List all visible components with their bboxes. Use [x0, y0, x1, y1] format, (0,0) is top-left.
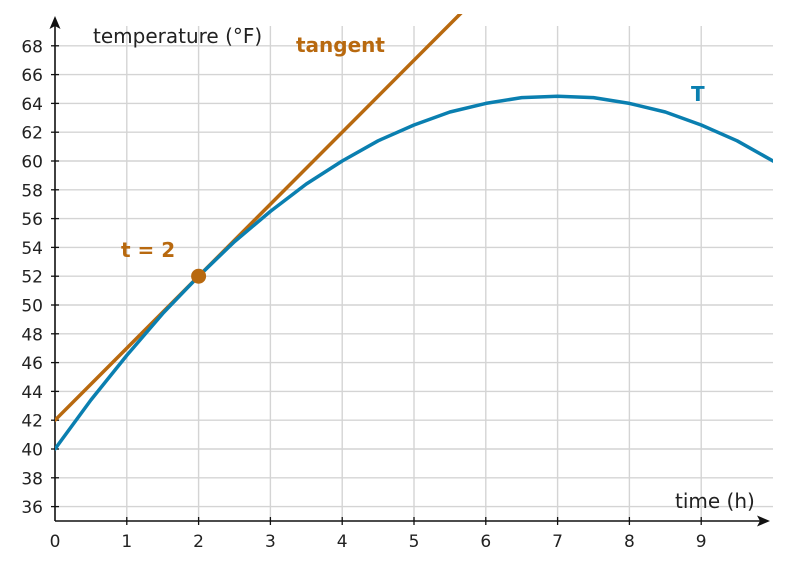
- x-axis-ticks: 0 1 2 3 4 5 6 7 8 9: [50, 517, 707, 552]
- y-tick-label: 46: [21, 354, 43, 374]
- y-tick-label: 68: [21, 37, 43, 57]
- x-tick-label: 1: [121, 532, 132, 552]
- y-tick-label: 38: [21, 469, 43, 489]
- x-axis-label: time (h): [675, 489, 755, 513]
- tangent-label: tangent: [296, 33, 385, 57]
- y-axis-arrow-icon: [49, 16, 61, 29]
- y-tick-label: 50: [21, 297, 43, 317]
- x-tick-label: 4: [337, 532, 348, 552]
- y-tick-label: 52: [21, 268, 43, 288]
- y-tick-label: 54: [21, 239, 43, 259]
- tangent-point: [191, 268, 207, 284]
- y-axis-ticks: 36 38 40 42 44 46 48 50 52 54 56 58 60 62 64 66 68: [21, 37, 59, 518]
- x-axis-arrow-icon: [757, 515, 770, 527]
- point-layer: [191, 268, 207, 284]
- x-tick-label: 9: [696, 532, 707, 552]
- series-t-line: [55, 94, 773, 451]
- series-tangent-line: [55, 14, 463, 422]
- x-tick-label: 8: [624, 532, 635, 552]
- x-tick-label: 5: [409, 532, 420, 552]
- y-tick-label: 64: [21, 95, 43, 115]
- y-tick-label: 42: [21, 412, 43, 432]
- t-series-label: T: [691, 82, 705, 106]
- y-axis-label: temperature (°F): [93, 24, 262, 48]
- y-tick-label: 60: [21, 153, 43, 173]
- y-tick-label: 56: [21, 210, 43, 230]
- x-tick-label: 7: [552, 532, 563, 552]
- x-tick-label: 0: [50, 532, 61, 552]
- y-tick-label: 62: [21, 124, 43, 144]
- axes: [49, 16, 770, 527]
- y-tick-label: 66: [21, 66, 43, 86]
- grid-lines: [55, 26, 773, 521]
- point-label: t = 2: [121, 238, 175, 262]
- x-tick-label: 6: [480, 532, 491, 552]
- x-tick-label: 2: [193, 532, 204, 552]
- x-tick-label: 3: [265, 532, 276, 552]
- y-tick-label: 44: [21, 383, 43, 403]
- y-tick-label: 36: [21, 498, 43, 518]
- y-tick-label: 48: [21, 325, 43, 345]
- series-layer: [55, 14, 773, 451]
- y-tick-label: 58: [21, 181, 43, 201]
- y-tick-label: 40: [21, 441, 43, 461]
